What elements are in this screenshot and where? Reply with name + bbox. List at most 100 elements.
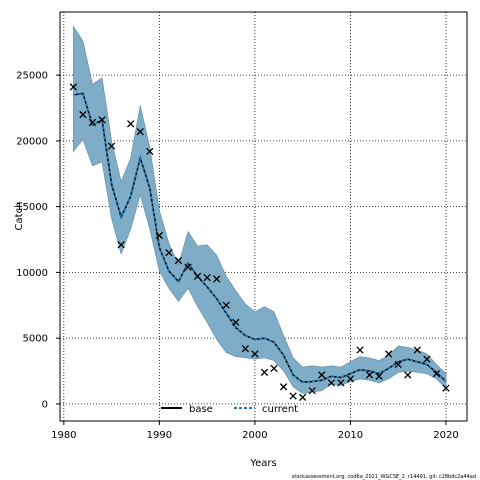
cross-stroke: [117, 241, 125, 249]
observed-point: [365, 371, 374, 379]
x-axis: 1980 1990 2000 2010 2020: [51, 421, 459, 441]
observed-point: [327, 379, 335, 387]
observed-point: [432, 369, 441, 378]
x-tick-label: 2000: [242, 430, 267, 441]
observed-point: [375, 372, 383, 380]
observed-point: [413, 346, 421, 354]
observed-point: [107, 142, 116, 150]
observed-point: [79, 110, 87, 119]
cross-stroke: [88, 118, 97, 127]
observed-point: [289, 392, 297, 400]
y-tick-label: 0: [42, 399, 48, 410]
observed-point: [136, 128, 144, 136]
observed-point: [404, 371, 412, 379]
cross-stroke: [241, 345, 250, 353]
cross-stroke: [384, 350, 393, 358]
x-tick-label: 1990: [147, 430, 172, 441]
y-axis-title: Catch: [14, 202, 25, 231]
observed-point: [98, 116, 106, 124]
observed-point: [308, 387, 316, 395]
cross-stroke: [155, 231, 164, 240]
observed-point: [260, 368, 269, 377]
cross-stroke: [318, 371, 326, 379]
legend: base current: [161, 404, 298, 415]
y-tick-label: 15000: [16, 202, 48, 213]
observed-point: [174, 256, 183, 265]
cross-stroke: [193, 272, 202, 280]
cross-stroke: [69, 83, 78, 91]
observed-point: [270, 364, 278, 373]
cross-stroke: [107, 142, 116, 150]
cross-stroke: [442, 384, 450, 392]
cross-stroke: [260, 368, 269, 377]
cross-stroke: [404, 371, 412, 379]
y-tick-label: 20000: [16, 136, 48, 147]
observed-point: [356, 346, 364, 354]
cross-stroke: [375, 372, 383, 380]
cross-stroke: [299, 393, 307, 401]
cross-stroke: [165, 249, 173, 257]
series-lines: [73, 92, 447, 384]
observed-point: [279, 383, 288, 391]
cross-stroke: [346, 375, 355, 383]
series-line-current: [73, 92, 447, 384]
observed-point: [251, 350, 259, 358]
footer-note: stockassessment.org, cod6a_2021_WGCSE_2,…: [292, 474, 476, 480]
cross-stroke: [337, 379, 345, 387]
observed-point: [232, 318, 240, 327]
observed-point: [155, 231, 164, 240]
cross-stroke: [174, 256, 183, 265]
observed-point: [346, 375, 355, 383]
cross-stroke: [413, 346, 421, 354]
y-tick-label: 25000: [16, 71, 48, 82]
cross-stroke: [289, 392, 297, 400]
cross-stroke: [98, 116, 106, 124]
observed-point: [69, 83, 78, 91]
observed-point: [222, 301, 230, 309]
observed-point: [318, 371, 326, 379]
observed-point: [384, 350, 393, 358]
plot-frame: [59, 11, 468, 422]
y-axis: 0 5000 10000 15000 20000 25000: [16, 71, 60, 410]
cross-stroke: [251, 350, 259, 358]
observed-point: [442, 384, 450, 392]
observed-point: [193, 272, 202, 280]
legend-label-current: current: [262, 404, 298, 415]
cross-stroke: [270, 364, 278, 373]
observed-point: [165, 249, 173, 257]
cross-stroke: [394, 360, 402, 369]
cross-stroke: [127, 120, 135, 128]
observed-points: [69, 83, 450, 401]
x-axis-title: Years: [249, 458, 276, 469]
x-tick-label: 2010: [338, 430, 363, 441]
cross-stroke: [79, 110, 87, 119]
cross-stroke: [146, 147, 154, 156]
cross-stroke: [308, 387, 316, 395]
cross-stroke: [203, 273, 211, 282]
cross-stroke: [136, 128, 144, 136]
observed-point: [213, 275, 221, 283]
y-tick-label: 5000: [23, 334, 48, 345]
x-tick-label: 2020: [433, 430, 458, 441]
cross-stroke: [184, 263, 192, 271]
cross-stroke: [327, 379, 335, 387]
cross-stroke: [279, 383, 288, 391]
observed-point: [117, 241, 125, 249]
y-tick-label: 10000: [16, 268, 48, 279]
observed-point: [423, 355, 431, 363]
observed-point: [394, 360, 402, 369]
observed-point: [146, 147, 154, 156]
observed-point: [337, 379, 345, 387]
observed-point: [203, 273, 211, 282]
cross-stroke: [356, 346, 364, 354]
observed-point: [299, 393, 307, 401]
cross-stroke: [232, 318, 240, 327]
observed-point: [127, 120, 135, 128]
cross-stroke: [423, 355, 431, 363]
legend-label-base: base: [189, 404, 213, 415]
x-tick-label: 1980: [51, 430, 76, 441]
cross-stroke: [365, 371, 374, 379]
cross-stroke: [432, 369, 441, 378]
cross-stroke: [222, 301, 230, 309]
